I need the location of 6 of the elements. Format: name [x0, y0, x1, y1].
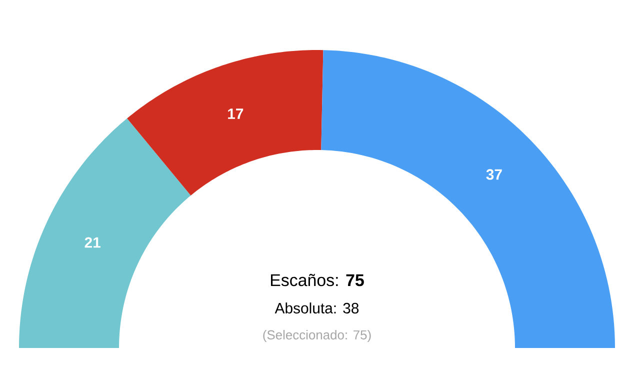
text: Absoluta: 38 [274, 302, 359, 314]
data-label: 21 [84, 237, 100, 248]
text: (Seleccionado: 75) [263, 330, 371, 342]
data-label: 17 [228, 108, 244, 119]
data-label: 37 [486, 169, 502, 180]
text: Escaños: 75 [271, 274, 364, 286]
